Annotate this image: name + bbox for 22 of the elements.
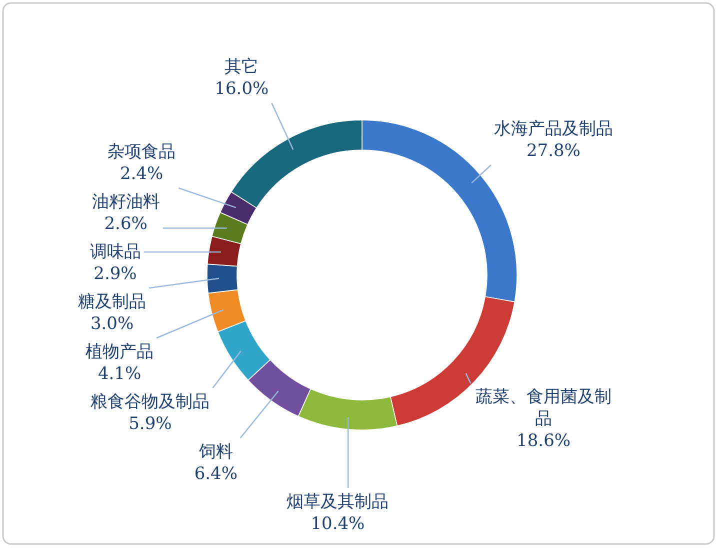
data-label: 3.0% bbox=[89, 313, 135, 335]
data-label: 27.8% bbox=[525, 140, 582, 162]
slice-label: 调味品 bbox=[90, 241, 141, 263]
data-label: 18.6% bbox=[516, 430, 572, 452]
data-label: 6.4% bbox=[194, 463, 238, 485]
slice-label: 杂项食品 bbox=[108, 141, 176, 163]
slice-label: 油籽油料 bbox=[92, 191, 160, 213]
slice-label: 其它 bbox=[224, 56, 260, 78]
slice-label: 蔬菜、食用菌及制品 bbox=[474, 386, 613, 430]
data-label: 2.9% bbox=[92, 263, 138, 285]
data-label: 2.4% bbox=[118, 163, 164, 185]
slice-label: 烟草及其制品 bbox=[286, 491, 389, 513]
slice-label: 植物产品 bbox=[86, 341, 154, 363]
slice-label: 水海产品及制品 bbox=[494, 118, 613, 140]
data-label: 16.0% bbox=[214, 78, 269, 100]
data-label: 5.9% bbox=[128, 413, 173, 435]
slice-label: 糖及制品 bbox=[78, 291, 146, 313]
data-label: 2.6% bbox=[103, 213, 148, 235]
slice-label: 粮食谷物及制品 bbox=[90, 391, 210, 413]
slice-label: 饲料 bbox=[198, 441, 234, 463]
data-label: 10.4% bbox=[310, 513, 366, 535]
data-label: 4.1% bbox=[96, 363, 142, 385]
